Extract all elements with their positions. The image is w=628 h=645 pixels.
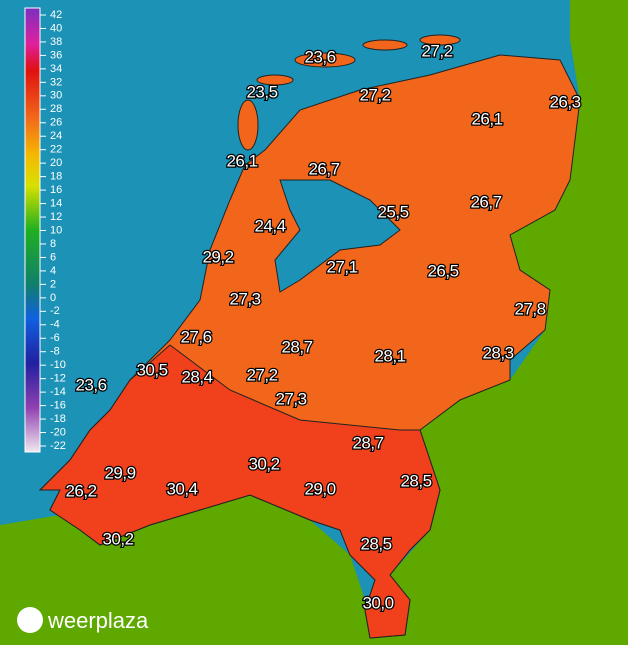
logo: weerplaza: [47, 608, 149, 633]
scale-label: 18: [50, 171, 62, 183]
temperature-label: 23,6: [304, 47, 335, 66]
temperature-label: 29,9: [104, 463, 135, 482]
temperature-label: 27,2: [359, 85, 390, 104]
scale-label: -10: [50, 359, 66, 371]
logo-icon: [17, 607, 43, 633]
scale-label: -16: [50, 400, 66, 412]
temperature-label: 23,5: [246, 82, 277, 101]
temperature-label: 27,1: [326, 257, 357, 276]
temperature-label: 30,2: [248, 454, 279, 473]
islands: [237, 34, 461, 151]
temperature-label: 28,5: [360, 534, 391, 553]
temperature-label: 28,3: [482, 343, 513, 362]
temperature-label: 26,7: [308, 159, 339, 178]
temperature-label: 27,2: [246, 365, 277, 384]
scale-label: 8: [50, 238, 56, 250]
scale-label: 6: [50, 251, 56, 263]
scale-label: 34: [50, 63, 62, 75]
temperature-label: 28,7: [281, 337, 312, 356]
scale-label: 42: [50, 9, 62, 21]
island: [294, 52, 356, 68]
temperature-label: 28,5: [400, 471, 431, 490]
temperature-label: 28,7: [352, 433, 383, 452]
scale-label: 14: [50, 197, 62, 209]
island: [237, 99, 259, 151]
temperature-label: 29,2: [202, 247, 233, 266]
scale-label: 20: [50, 157, 62, 169]
temperature-label: 26,7: [470, 192, 501, 211]
temperature-label: 27,3: [275, 389, 306, 408]
island: [256, 74, 294, 86]
ijsselmeer: [274, 179, 401, 293]
warm-region: [38, 344, 441, 639]
scale-label: 32: [50, 76, 62, 88]
temperature-label: 27,3: [229, 289, 260, 308]
temperature-label: 29,0: [304, 479, 335, 498]
temperature-label: 27,2: [421, 41, 452, 60]
temperature-label: 25,5: [377, 202, 408, 221]
scale-label: 30: [50, 90, 62, 102]
scale-label: 28: [50, 103, 62, 115]
temperature-label: 26,1: [471, 109, 502, 128]
temperature-label: 30,4: [166, 479, 197, 498]
temperature-label: 23,6: [75, 375, 106, 394]
temperature-label: 26,5: [427, 261, 458, 280]
scale-label: 24: [50, 130, 62, 142]
island: [362, 39, 408, 51]
scale-label: -18: [50, 413, 66, 425]
temperature-label: 27,6: [180, 327, 211, 346]
scale-label: -4: [50, 319, 60, 331]
scale-label: -12: [50, 373, 66, 385]
scale-label: -6: [50, 332, 60, 344]
temperature-label: 26,2: [65, 481, 96, 500]
scale-label: 36: [50, 49, 62, 61]
temperature-label: 26,3: [549, 92, 580, 111]
temperature-label: 30,0: [362, 593, 393, 612]
scale-label: 38: [50, 36, 62, 48]
scale-label: -14: [50, 386, 66, 398]
temperature-label: 30,2: [102, 529, 133, 548]
scale-label: 4: [50, 265, 56, 277]
scale-label: -8: [50, 346, 60, 358]
temperature-label: 26,1: [226, 151, 257, 170]
scale-label: 16: [50, 184, 62, 196]
scale-label: 10: [50, 224, 62, 236]
color-scale: [24, 7, 41, 453]
temperature-label: 28,4: [181, 367, 212, 386]
scale-label: 12: [50, 211, 62, 223]
island: [419, 34, 461, 46]
scale-label: 26: [50, 117, 62, 129]
scale-label: -20: [50, 426, 66, 438]
temperature-label: 24,4: [254, 216, 285, 235]
scale-label: 2: [50, 278, 56, 290]
temperature-label: 30,5: [136, 360, 167, 379]
temperature-label: 28,1: [374, 346, 405, 365]
scale-label: -2: [50, 305, 60, 317]
temperature-label: 27,8: [514, 299, 545, 318]
scale-label: -22: [50, 440, 66, 452]
scale-label: 22: [50, 144, 62, 156]
scale-label: 0: [50, 292, 56, 304]
scale-label: 40: [50, 22, 62, 34]
